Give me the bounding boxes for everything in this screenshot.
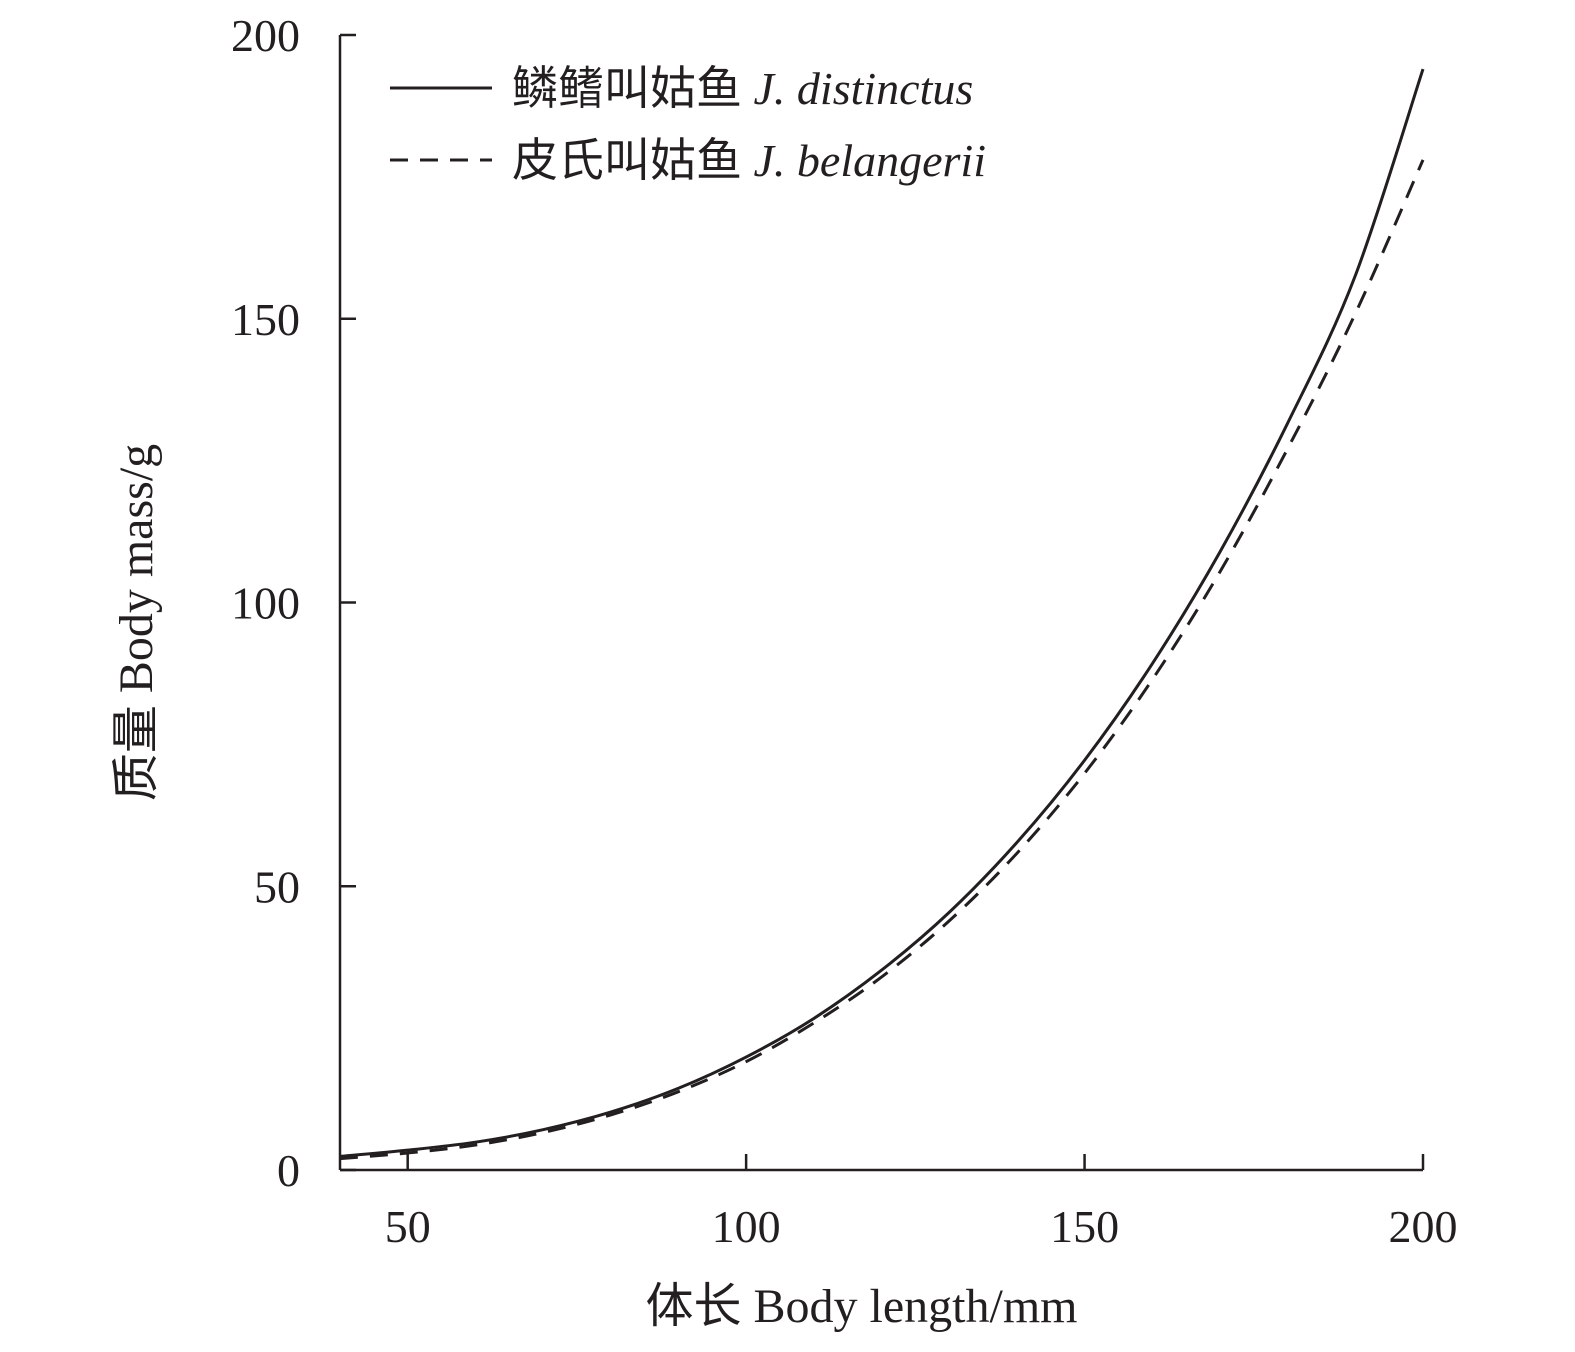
y-tick-label: 200 [231,10,300,61]
plot-area [339,68,1425,1161]
x-axis-title: 体长 Body length/mm [645,1280,1077,1333]
x-axis-ticks: 50 100 150 200 [385,1154,1458,1252]
y-tick-label: 100 [231,578,300,629]
axes: 0 50 100 150 200 50 100 150 200 [231,10,1458,1252]
legend-label-latin: J. belangerii [742,135,986,186]
x-tick-label: 150 [1050,1201,1119,1252]
y-tick-label: 150 [231,294,300,345]
legend-label-latin: J. distinctus [742,63,973,114]
series-line-2 [339,159,1425,1161]
x-tick-label: 200 [1389,1201,1458,1252]
series-line-1 [339,68,1425,1158]
y-tick-label: 50 [254,861,300,912]
legend-label-cn: 皮氏叫姑鱼 [512,135,742,186]
x-tick-label: 100 [712,1201,781,1252]
legend-label-2: 皮氏叫姑鱼 J. belangerii [512,135,986,186]
y-tick-label: 0 [277,1145,300,1196]
x-tick-label: 50 [385,1201,431,1252]
legend-label-cn: 鳞鳍叫姑鱼 [512,63,742,114]
y-axis-ticks: 0 50 100 150 200 [231,10,356,1196]
y-axis-title: 质量 Body mass/g [110,444,163,801]
legend-label-1: 鳞鳍叫姑鱼 J. distinctus [512,63,973,114]
